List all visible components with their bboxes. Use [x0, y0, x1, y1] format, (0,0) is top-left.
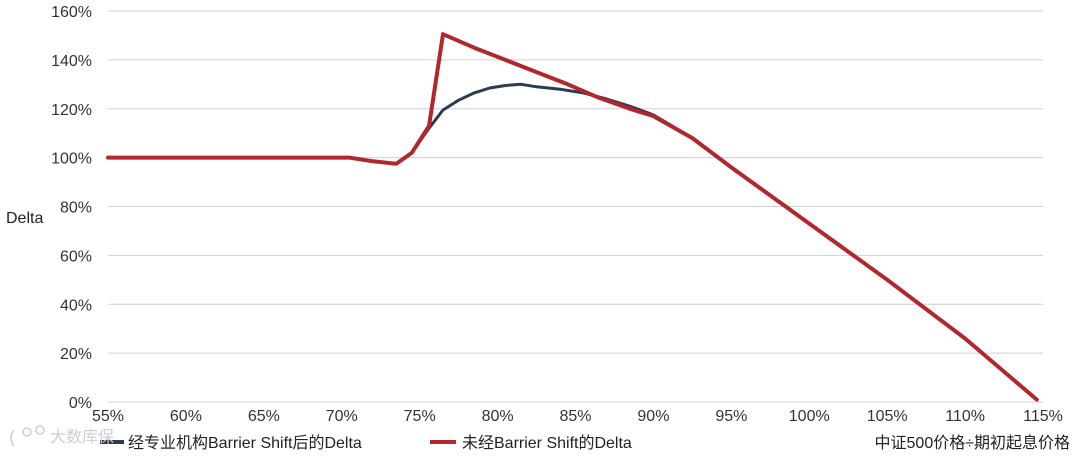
legend-label-series-1: 经专业机构Barrier Shift后的Delta [128, 434, 362, 452]
y-tick-label: 100% [51, 151, 92, 168]
x-tick-label: 115% [1023, 408, 1063, 425]
x-tick-label: 65% [248, 408, 280, 425]
y-tick-label: 160% [51, 4, 92, 21]
y-tick-label: 80% [60, 200, 92, 217]
x-tick-label: 105% [867, 408, 908, 425]
series-line-2 [106, 32, 1039, 402]
x-tick-label: 70% [326, 408, 358, 425]
y-axis-ticks: 0% 20% 40% 60% 80% 100% 120% 140% 160% [51, 4, 92, 412]
y-tick-label: 120% [51, 102, 92, 119]
watermark-text: 大数库保 [50, 427, 114, 446]
watermark-logo-icon [10, 425, 45, 447]
x-tick-label: 75% [404, 408, 436, 425]
y-tick-label: 140% [51, 53, 92, 70]
x-tick-label: 95% [715, 408, 747, 425]
series-line-1 [106, 82, 1039, 402]
x-tick-label: 60% [170, 408, 202, 425]
legend: 经专业机构Barrier Shift后的Delta 未经Barrier Shif… [100, 434, 632, 452]
x-tick-label: 55% [92, 408, 124, 425]
y-tick-label: 40% [60, 297, 92, 314]
y-tick-label: 20% [60, 346, 92, 363]
x-tick-label: 85% [559, 408, 591, 425]
legend-label-series-2: 未经Barrier Shift的Delta [462, 434, 632, 452]
x-axis-label: 中证500价格÷期初起息价格 [875, 434, 1070, 452]
gridlines [108, 10, 1043, 403]
y-tick-label: 0% [69, 395, 92, 412]
x-axis-ticks: 55% 60% 65% 70% 75% 80% 85% 90% 95% 100% 105% 110% 1… [92, 408, 1063, 425]
y-tick-label: 60% [60, 248, 92, 265]
x-tick-label: 90% [637, 408, 669, 425]
x-tick-label: 80% [482, 408, 514, 425]
series-lines [106, 32, 1039, 402]
y-axis-label: Delta [6, 210, 43, 227]
x-tick-label: 100% [789, 408, 830, 425]
x-tick-label: 110% [945, 408, 985, 425]
watermark: 大数库保 [10, 425, 114, 447]
